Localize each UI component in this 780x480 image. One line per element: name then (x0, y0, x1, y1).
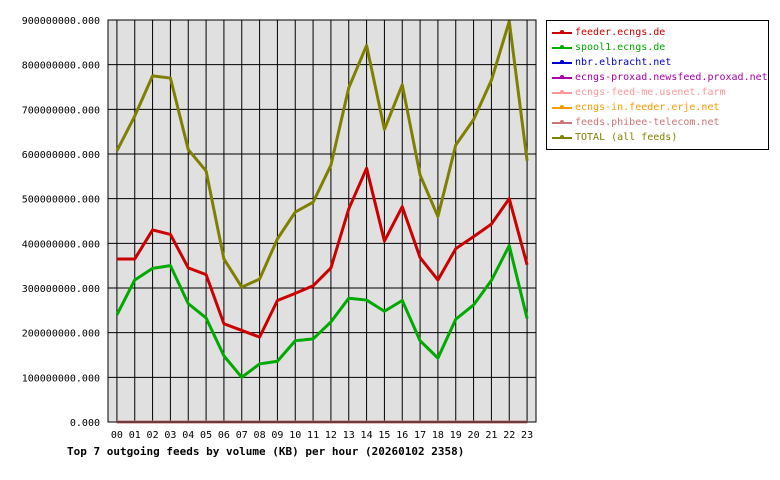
x-tick-label: 13 (343, 430, 355, 441)
x-tick-label: 11 (307, 430, 319, 441)
legend-item: TOTAL (all feeds) (547, 130, 768, 145)
legend-label: ecngs-feed-me.usenet.farm (575, 87, 726, 98)
chart-title: Top 7 outgoing feeds by volume (KB) per … (67, 445, 464, 458)
y-tick-label: 0.000 (70, 418, 100, 429)
x-tick-label: 12 (325, 430, 337, 441)
legend-item: ecngs-proxad.newsfeed.proxad.net (547, 70, 768, 85)
x-tick-label: 14 (361, 430, 373, 441)
series-line-7 (115, 19, 529, 289)
legend-swatch (552, 120, 572, 124)
legend: feeder.ecngs.de spool1.ecngs.de nbr.elbrac… (546, 20, 769, 150)
plot-area (108, 20, 536, 422)
x-tick-label: 10 (289, 430, 301, 441)
x-tick-label: 23 (521, 430, 533, 441)
legend-label: spool1.ecngs.de (575, 42, 666, 53)
legend-label: ecngs-proxad.newsfeed.proxad.net (575, 72, 768, 83)
x-tick-label: 02 (147, 430, 159, 441)
y-tick-label: 100000000.000 (22, 373, 100, 384)
y-tick-label: 600000000.000 (22, 150, 100, 161)
legend-item: feeds.phibee-telecom.net (547, 115, 768, 130)
legend-item: spool1.ecngs.de (547, 40, 768, 55)
x-tick-label: 04 (182, 430, 194, 441)
legend-swatch (552, 30, 572, 34)
legend-swatch (552, 45, 572, 49)
x-tick-label: 19 (450, 430, 462, 441)
x-tick-label: 08 (254, 430, 266, 441)
x-tick-label: 21 (485, 430, 497, 441)
x-tick-label: 03 (164, 430, 176, 441)
x-tick-label: 17 (414, 430, 426, 441)
plot-border (107, 19, 537, 423)
x-tick-label: 00 (111, 430, 123, 441)
y-tick-label: 900000000.000 (22, 16, 100, 27)
x-tick-label: 20 (468, 430, 480, 441)
series-line-1 (115, 244, 529, 379)
y-axis-ticks: 0.000 100000000.000 200000000.000 300000000… (22, 16, 100, 429)
y-tick-label: 700000000.000 (22, 105, 100, 116)
x-tick-label: 01 (129, 430, 141, 441)
legend-swatch (552, 75, 572, 79)
legend-label: ecngs-in.feeder.erje.net (575, 102, 720, 113)
legend-item: feeder.ecngs.de (547, 25, 768, 40)
x-tick-label: 05 (200, 430, 212, 441)
legend-label: feeder.ecngs.de (575, 27, 666, 38)
legend-swatch (552, 135, 572, 139)
x-tick-label: 09 (271, 430, 283, 441)
x-tick-label: 18 (432, 430, 444, 441)
x-tick-label: 16 (396, 430, 408, 441)
x-tick-label: 15 (378, 430, 390, 441)
x-tick-label: 07 (236, 430, 248, 441)
y-tick-label: 400000000.000 (22, 239, 100, 250)
y-tick-label: 200000000.000 (22, 329, 100, 340)
legend-swatch (552, 105, 572, 109)
legend-label: TOTAL (all feeds) (575, 132, 678, 143)
legend-item: ecngs-in.feeder.erje.net (547, 100, 768, 115)
legend-swatch (552, 60, 572, 64)
legend-item: ecngs-feed-me.usenet.farm (547, 85, 768, 100)
x-tick-label: 06 (218, 430, 230, 441)
y-tick-label: 800000000.000 (22, 61, 100, 72)
y-tick-label: 500000000.000 (22, 195, 100, 206)
y-tick-label: 300000000.000 (22, 284, 100, 295)
legend-label: feeds.phibee-telecom.net (575, 117, 720, 128)
legend-item: nbr.elbracht.net (547, 55, 768, 70)
x-axis-ticks: 00 01 02 03 04 05 06 07 08 09 10 11 12 13 14 15 16 17 18 19… (111, 430, 533, 441)
legend-label: nbr.elbracht.net (575, 57, 672, 68)
legend-swatch (552, 90, 572, 94)
series-line-0 (116, 166, 529, 339)
x-tick-label: 22 (503, 430, 515, 441)
